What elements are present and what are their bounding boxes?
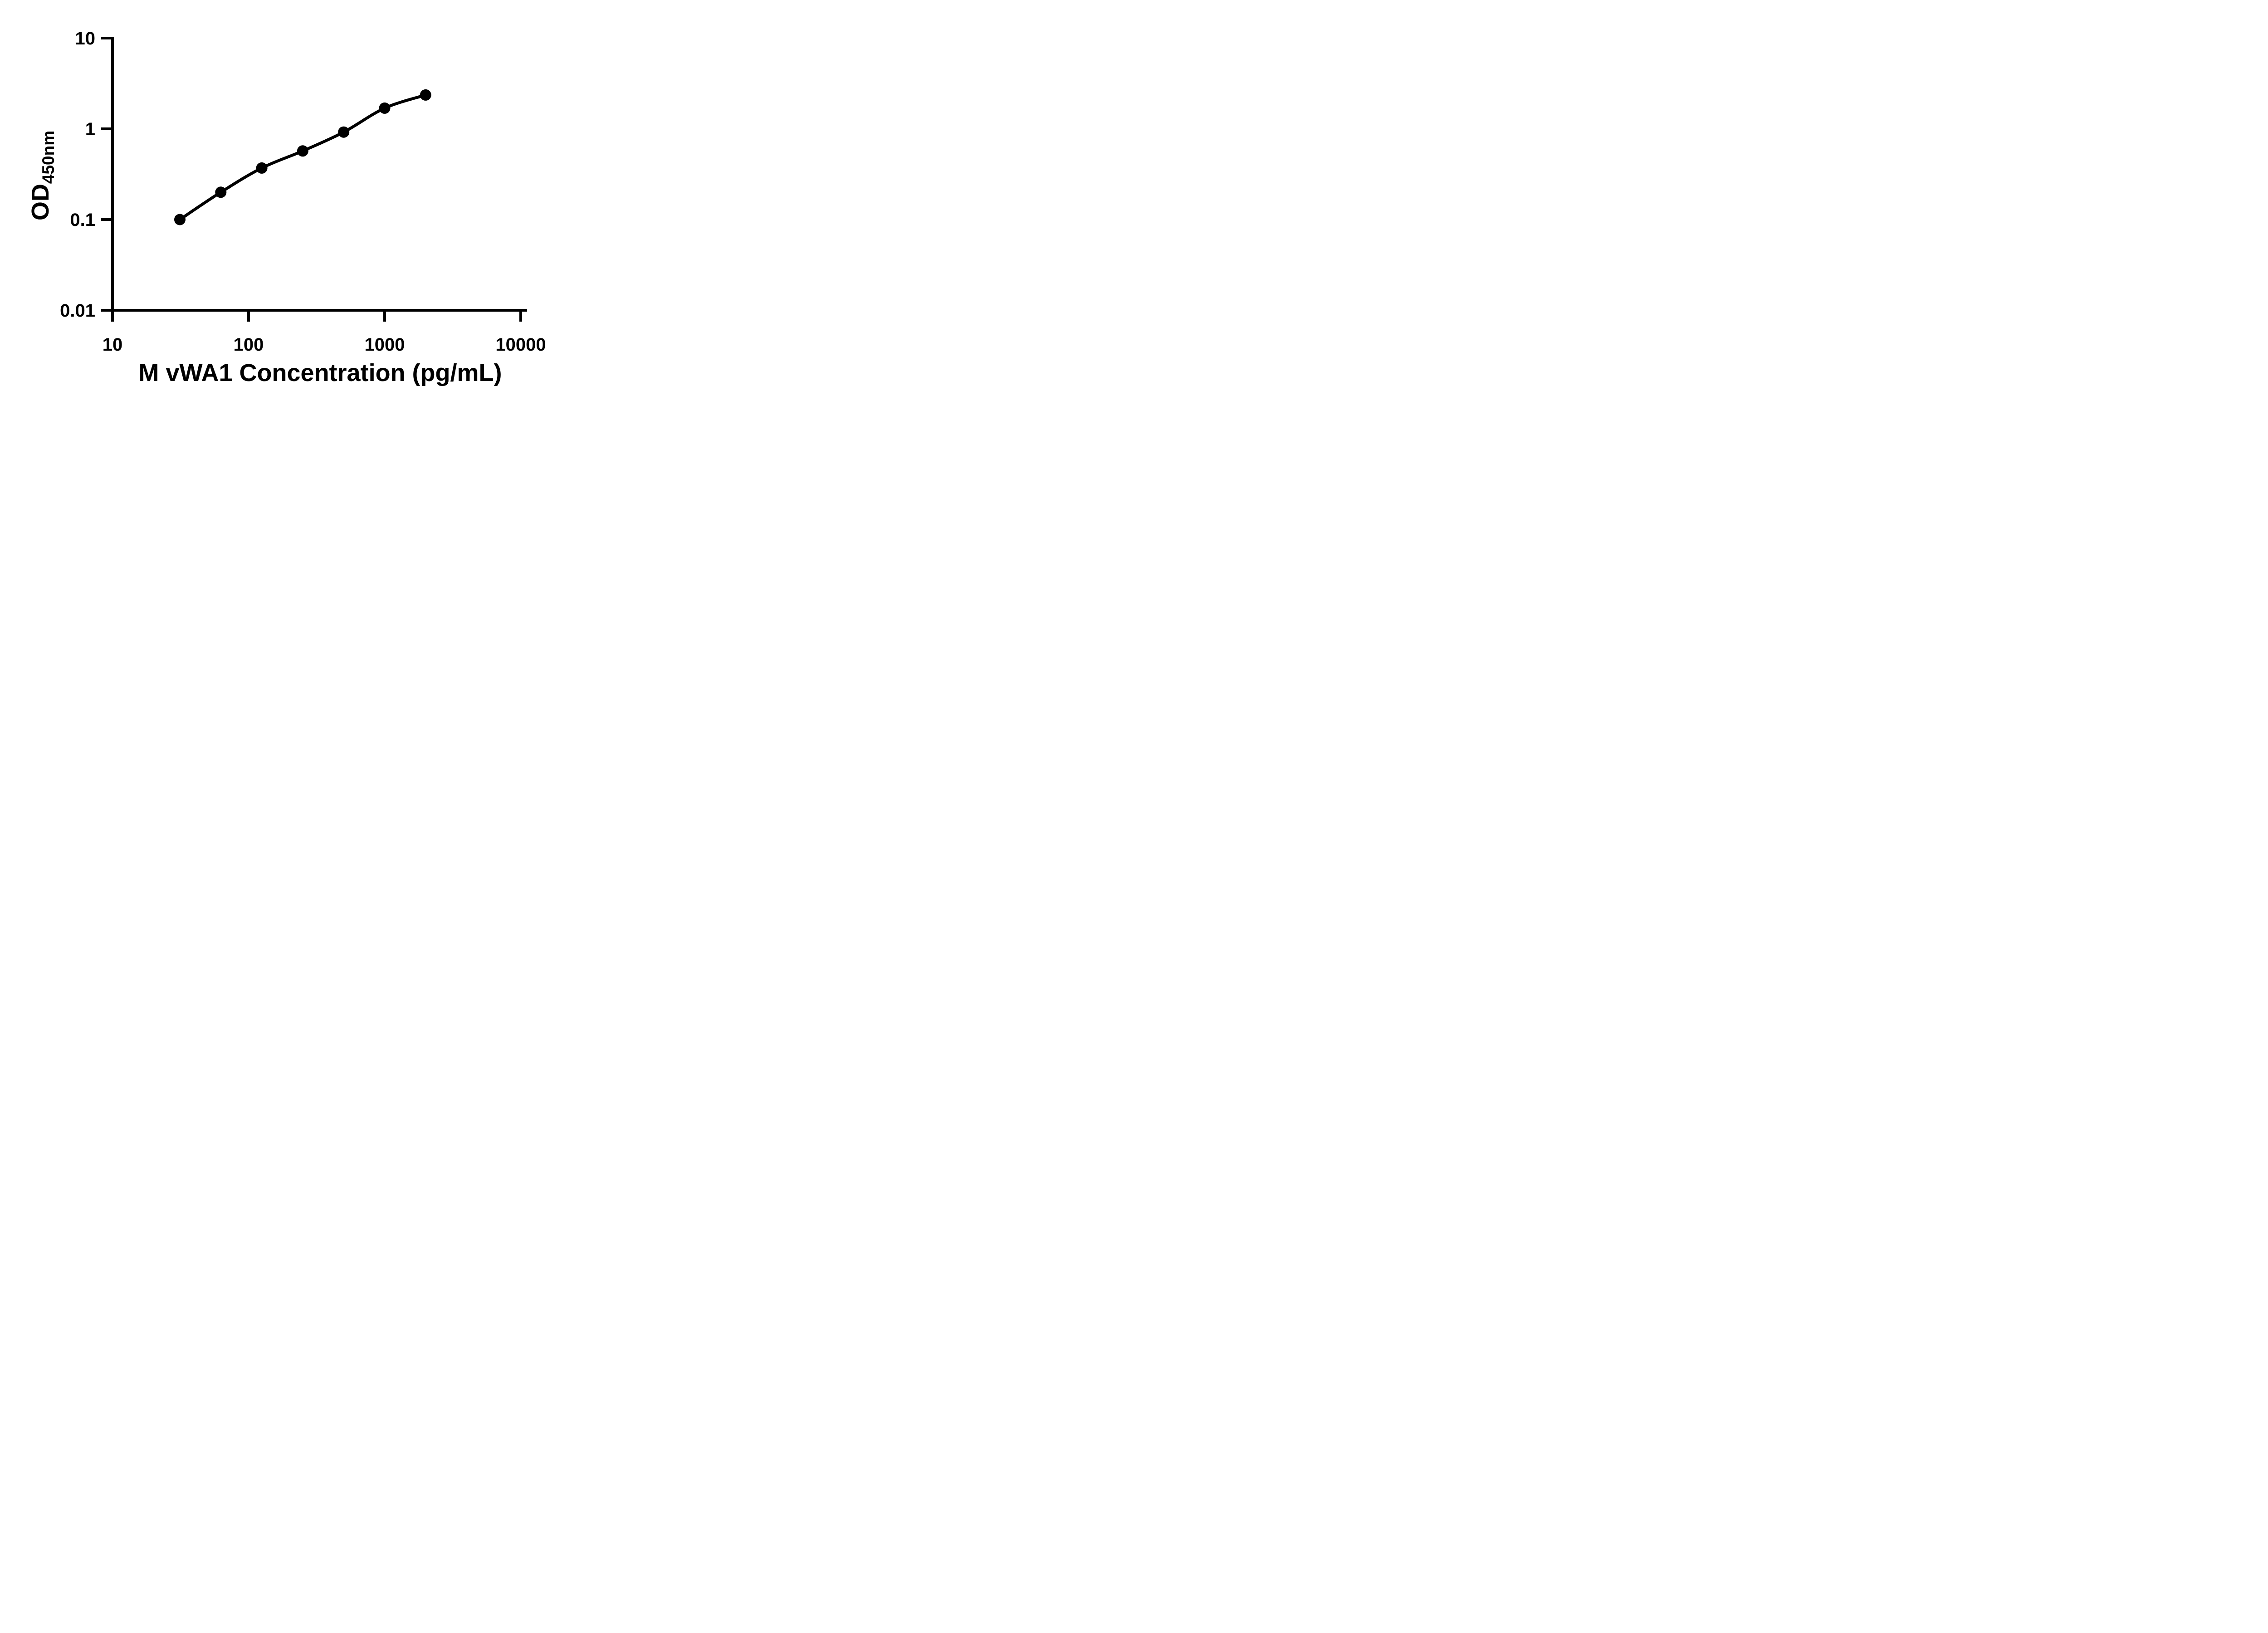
y-axis-title-main: OD [27,184,54,220]
x-axis-ticks [111,312,522,322]
x-tick-label: 10000 [495,335,546,355]
y-tick-label: 1 [85,119,95,139]
x-axis-tick-labels: 10 100 1000 10000 [103,335,546,355]
chart-canvas: 10 1 0.1 0.01 10 100 1000 10000 M vWA1 Concent… [27,29,546,386]
y-axis-ticks [101,37,111,312]
x-tick-label: 10 [103,335,123,355]
x-tick-label: 1000 [365,335,405,355]
x-tick-label: 100 [234,335,264,355]
fit-curve [178,93,427,221]
data-point [297,145,308,157]
x-axis-title: M vWA1 Concentration (pg/mL) [139,359,502,386]
y-tick-label: 0.1 [70,210,95,230]
y-tick-label: 0.01 [60,301,95,321]
elisa-standard-curve-figure: 10 1 0.1 0.01 10 100 1000 10000 M vWA1 Concent… [0,0,583,408]
svg-text:OD450nm: OD450nm [27,131,58,220]
data-point [379,102,391,114]
y-axis-title-subscript: 450nm [39,131,58,184]
y-axis-tick-labels: 10 1 0.1 0.01 [60,29,95,321]
data-points [174,89,431,225]
data-point [174,214,186,225]
y-tick-label: 10 [75,29,96,49]
data-point [256,162,268,174]
data-point [338,126,350,138]
y-axis-title: OD450nm [27,131,58,220]
data-point [420,89,431,101]
axes [111,37,527,312]
data-point [215,186,227,198]
